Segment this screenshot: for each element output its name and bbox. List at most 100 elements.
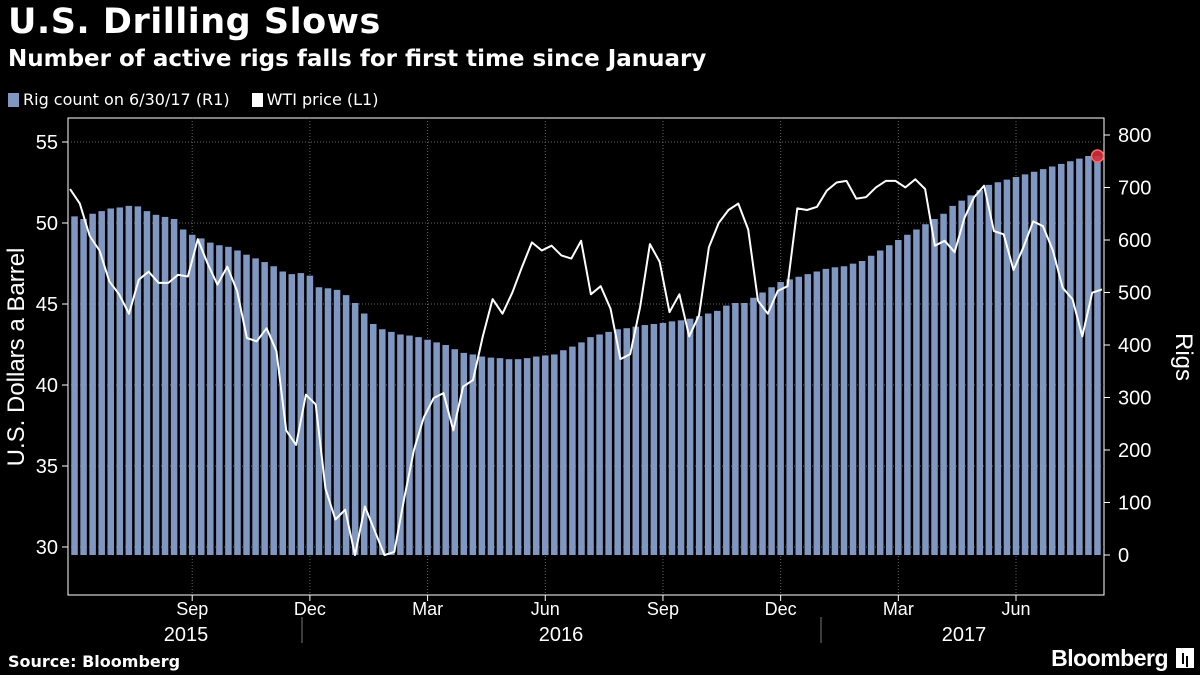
left-axis-tick-label: 30 [36, 537, 58, 559]
rig-count-bar [1058, 163, 1065, 555]
rig-count-bar [243, 254, 250, 555]
rig-count-bar [777, 282, 784, 555]
rig-count-bar [469, 354, 477, 555]
rig-count-bar [569, 346, 576, 555]
rig-count-bar [587, 337, 594, 555]
rig-count-bar [1067, 161, 1074, 555]
right-axis-tick-label: 200 [1118, 440, 1151, 462]
rig-count-bar [478, 356, 486, 555]
rig-count-bar [523, 358, 531, 555]
rig-count-bar [496, 358, 504, 555]
rig-count-bar [759, 292, 766, 555]
rig-count-bar [170, 219, 178, 555]
rig-count-bar [261, 262, 268, 555]
rig-count-bar [641, 325, 649, 555]
rig-count-bar [605, 331, 612, 555]
rig-count-bar [876, 250, 884, 555]
rig-count-bar [958, 200, 965, 555]
rig-count-bar [922, 224, 929, 555]
right-axis-title: Rigs [1170, 333, 1197, 381]
rig-count-bar [370, 324, 377, 555]
rig-count-bar [560, 350, 567, 555]
right-axis-tick-label: 100 [1118, 493, 1151, 515]
rig-count-bar [704, 313, 712, 555]
rig-count-bar [532, 356, 540, 555]
rig-count-bar [207, 242, 214, 555]
rig-count-bar [614, 329, 621, 555]
legend-swatch-wti [251, 92, 263, 107]
rig-count-bar [1021, 174, 1029, 555]
rig-count-bar [741, 303, 748, 555]
rig-count-bar [125, 205, 133, 555]
rig-count-bar [152, 214, 160, 556]
rig-count-bar [659, 322, 667, 555]
right-axis-tick-label: 300 [1118, 388, 1151, 410]
rig-count-bar [913, 229, 920, 555]
source-note: Source: Bloomberg [8, 652, 181, 671]
plot-area [67, 117, 1105, 596]
rig-count-bar [985, 184, 993, 555]
legend: Rig count on 6/30/17 (R1) WTI price (L1) [8, 90, 378, 109]
rig-count-bar [505, 359, 513, 555]
rig-count-bar [397, 334, 404, 555]
rig-count-bar [858, 261, 866, 555]
left-axis-tick-label: 55 [36, 132, 58, 154]
rig-count-bar [116, 207, 124, 555]
rig-count-bar [179, 229, 187, 555]
rig-count-bar [786, 279, 793, 555]
x-axis-month-label: Sep [647, 599, 679, 619]
bloomberg-chart-icon [1176, 648, 1194, 668]
right-axis-tick-label: 700 [1118, 178, 1151, 200]
rig-count-bar [234, 250, 241, 555]
rig-count-bar [406, 335, 413, 555]
rig-count-bar [714, 310, 721, 555]
rig-count-bar [840, 266, 848, 555]
legend-item-rig-count: Rig count on 6/30/17 (R1) [8, 90, 230, 109]
rig-count-bar [976, 190, 984, 555]
rig-count-bar [424, 339, 431, 555]
rig-count-bar [1003, 179, 1011, 555]
wti-price-line [69, 178, 1103, 557]
rig-count-bar [188, 234, 196, 555]
rig-count-bar [225, 246, 232, 555]
rig-count-bar [1094, 156, 1101, 555]
rig-count-bar [750, 297, 757, 555]
rig-count-bar [596, 334, 603, 555]
rig-count-bar [551, 354, 558, 555]
rig-count-bar [813, 271, 821, 555]
right-axis-tick-label: 500 [1118, 283, 1151, 305]
x-axis-year-label: 2017 [942, 624, 987, 645]
rig-count-bar [143, 211, 151, 555]
rig-count-bar [1012, 177, 1020, 555]
legend-label-wti: WTI price (L1) [266, 90, 379, 109]
rig-count-bar [433, 342, 440, 555]
rig-count-bar [442, 345, 449, 555]
rig-count-bar [333, 289, 341, 555]
right-axis-tick-label: 400 [1118, 335, 1151, 357]
rig-count-bar [306, 275, 314, 555]
rig-count-bar [198, 238, 205, 556]
rig-count-bar [623, 328, 630, 555]
rig-count-bar [795, 276, 802, 555]
latest-rig-count-marker [1090, 149, 1105, 163]
rig-count-bar [1085, 156, 1092, 555]
rig-count-bar [967, 195, 974, 555]
rig-count-bar [904, 234, 911, 555]
left-axis-tick-label: 50 [36, 213, 58, 235]
rig-count-bar [831, 267, 839, 555]
rig-count-bar [732, 303, 739, 555]
rig-count-bar [542, 355, 549, 555]
x-axis-month-label: Jun [531, 599, 560, 619]
rig-count-bar [460, 352, 468, 555]
left-axis-tick-label: 40 [36, 375, 58, 397]
rig-count-bar [949, 205, 956, 555]
rig-count-bar [849, 263, 857, 555]
left-axis-title: U.S. Dollars a Barrel [3, 248, 30, 467]
left-axis-tick-label: 45 [36, 294, 58, 316]
rig-count-bar [768, 287, 775, 555]
rig-count-bar [288, 274, 296, 555]
rig-count-bar [451, 349, 458, 555]
legend-label-rig-count: Rig count on 6/30/17 (R1) [23, 90, 230, 109]
rig-count-bar [360, 313, 368, 555]
rig-count-bar [80, 219, 87, 555]
